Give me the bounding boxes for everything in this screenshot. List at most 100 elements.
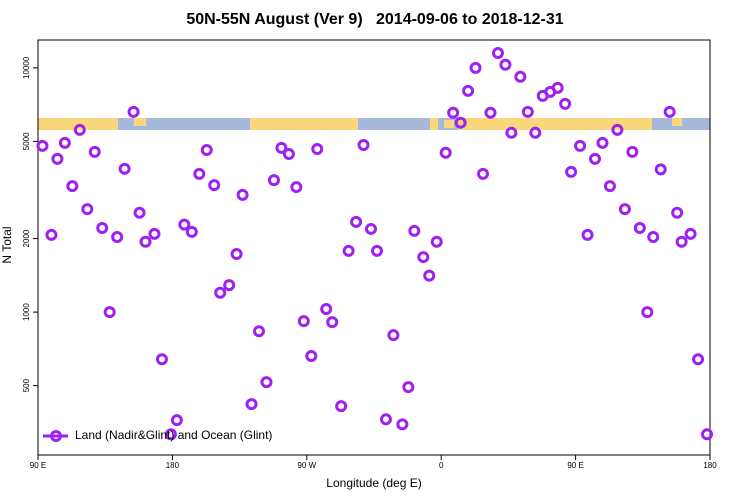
- point: [423, 269, 436, 282]
- x-axis-label: Longitude (deg E): [326, 476, 421, 490]
- legend-marker: [50, 430, 62, 442]
- point: [633, 221, 646, 234]
- x-tick-label: 0: [439, 461, 444, 470]
- point: [596, 136, 609, 149]
- point: [267, 174, 280, 187]
- point: [654, 163, 667, 176]
- point: [402, 381, 415, 394]
- point: [379, 413, 392, 426]
- point: [275, 141, 288, 154]
- point: [454, 116, 467, 129]
- point: [430, 235, 443, 248]
- point: [66, 180, 79, 193]
- point: [396, 418, 409, 431]
- point: [675, 235, 688, 248]
- point: [692, 353, 705, 366]
- point: [148, 227, 161, 240]
- point: [297, 315, 310, 328]
- point: [647, 230, 660, 243]
- point: [370, 244, 383, 257]
- plot-frame: [37, 39, 711, 456]
- point: [73, 123, 86, 136]
- point: [96, 221, 109, 234]
- point: [408, 224, 421, 237]
- x-tick-label: 180: [703, 461, 717, 470]
- point: [170, 414, 183, 427]
- point: [559, 97, 572, 110]
- point: [684, 227, 697, 240]
- point: [350, 215, 363, 228]
- point: [565, 165, 578, 178]
- point: [58, 136, 71, 149]
- point: [529, 126, 542, 139]
- point: [477, 167, 490, 180]
- chart-title: 50N-55N August (Ver 9) 2014-09-06 to 201…: [186, 11, 563, 28]
- x-tick-label: 90 E: [567, 461, 583, 470]
- point: [521, 105, 534, 118]
- point: [230, 247, 243, 260]
- point: [260, 376, 273, 389]
- point: [208, 179, 221, 192]
- point: [335, 400, 348, 413]
- point: [551, 81, 564, 94]
- point: [193, 167, 206, 180]
- point: [514, 70, 527, 83]
- point: [611, 123, 624, 136]
- point: [305, 350, 318, 363]
- point: [618, 203, 631, 216]
- point: [155, 353, 168, 366]
- point: [581, 228, 594, 241]
- point: [387, 329, 400, 342]
- y-tick-label: 1000: [22, 303, 31, 321]
- point: [447, 106, 460, 119]
- point: [81, 203, 94, 216]
- land-ocean-strip: [38, 118, 710, 130]
- point: [214, 286, 227, 299]
- point: [417, 251, 430, 264]
- point: [118, 162, 131, 175]
- point: [574, 139, 587, 152]
- point: [342, 244, 355, 257]
- point: [290, 181, 303, 194]
- point: [469, 61, 482, 74]
- point: [200, 143, 213, 156]
- y-tick-label: 5000: [22, 132, 31, 150]
- point: [253, 325, 266, 338]
- y-tick-label: 500: [22, 378, 31, 392]
- point: [88, 145, 101, 158]
- y-tick-label: 10000: [22, 56, 31, 79]
- point: [164, 428, 177, 441]
- point: [223, 279, 236, 292]
- point: [111, 230, 124, 243]
- point: [139, 235, 152, 248]
- point: [245, 398, 258, 411]
- point: [505, 126, 518, 139]
- point: [663, 105, 676, 118]
- point: [133, 206, 146, 219]
- point: [589, 152, 602, 165]
- point: [103, 306, 116, 319]
- x-tick-label: 180: [166, 461, 180, 470]
- point: [484, 106, 497, 119]
- point: [45, 228, 58, 241]
- y-tick-label: 2000: [22, 229, 31, 247]
- point: [462, 84, 475, 97]
- point: [311, 143, 324, 156]
- y-axis-label: N Total: [0, 226, 14, 263]
- point: [178, 218, 191, 231]
- point: [236, 188, 249, 201]
- point: [671, 206, 684, 219]
- point: [51, 152, 64, 165]
- point: [357, 139, 370, 152]
- point: [320, 302, 333, 315]
- point: [127, 105, 140, 118]
- point: [326, 316, 339, 329]
- point: [439, 146, 452, 159]
- x-tick-label: 90 E: [30, 461, 46, 470]
- point: [603, 180, 616, 193]
- legend-label: Land (Nadir&Glint) and Ocean (Glint): [75, 428, 272, 442]
- point: [626, 145, 639, 158]
- point: [282, 147, 295, 160]
- point: [701, 428, 714, 441]
